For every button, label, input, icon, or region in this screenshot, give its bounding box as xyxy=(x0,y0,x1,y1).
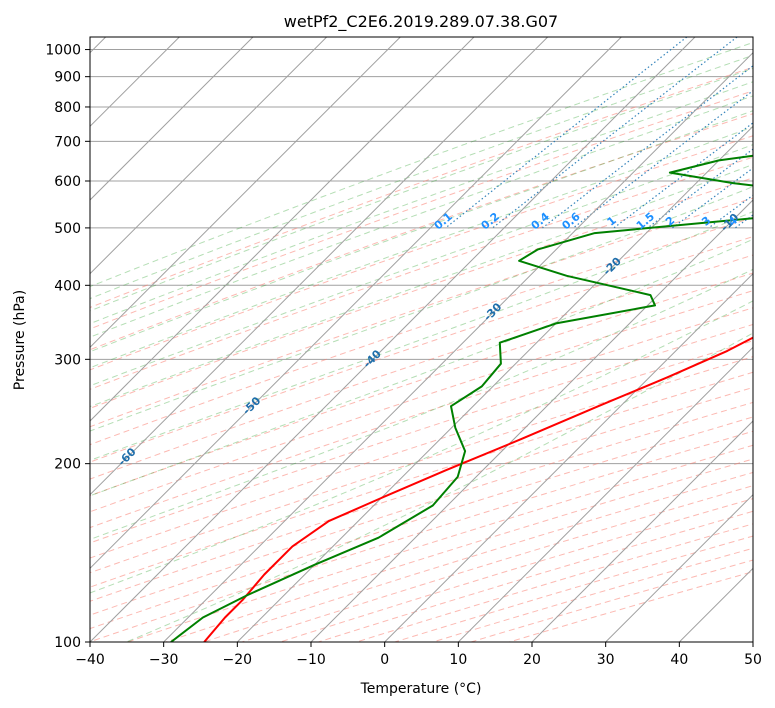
moist-adiabat xyxy=(90,238,753,497)
plot-frame xyxy=(89,36,754,643)
mixing-ratio-line xyxy=(672,167,753,229)
dry-adiabat xyxy=(90,430,753,642)
x-axis-title: Temperature (°C) xyxy=(360,681,482,697)
dry-adiabat xyxy=(90,290,753,513)
isotherm xyxy=(236,125,753,642)
x-tick-label: 30 xyxy=(597,652,615,668)
profiles xyxy=(170,154,753,642)
y-tick-label: 400 xyxy=(54,278,81,294)
isotherm xyxy=(90,37,549,496)
dry-adiabat xyxy=(90,66,753,309)
isotherm xyxy=(90,37,328,275)
dry-adiabat xyxy=(90,307,753,529)
isotherms xyxy=(90,37,753,642)
isotherm xyxy=(384,272,753,642)
y-tick-label: 800 xyxy=(54,100,81,116)
chart-title: wetPf2_C2E6.2019.289.07.38.G07 xyxy=(284,12,558,32)
dry-adiabat xyxy=(90,217,753,446)
x-tick-label: 40 xyxy=(670,652,688,668)
x-tick-label: 20 xyxy=(523,652,541,668)
dry-adiabat xyxy=(90,236,753,463)
plot-area: -100-90-80-70-60-50-40-30-20-100 0.10.20… xyxy=(90,37,753,642)
x-tick-label: −10 xyxy=(296,652,326,668)
x-tick-label: −40 xyxy=(75,652,105,668)
y-tick-label: 100 xyxy=(54,635,81,651)
x-tick-label: −30 xyxy=(149,652,179,668)
y-tick-label: 1000 xyxy=(45,43,81,59)
dry-adiabat xyxy=(90,356,753,574)
y-axis-title: Pressure (hPa) xyxy=(12,290,28,390)
isotherm xyxy=(531,420,753,642)
isotherm xyxy=(90,37,696,642)
pressure-gridlines xyxy=(90,49,753,642)
moist-adiabat xyxy=(90,144,753,387)
moist-adiabat xyxy=(90,41,753,288)
dry-adiabat xyxy=(241,485,753,642)
temperature-profile xyxy=(203,336,753,642)
mixing-ratio-line xyxy=(542,65,753,229)
dry-adiabat xyxy=(90,113,753,351)
mixing-ratio-line xyxy=(572,89,753,229)
isotherm xyxy=(90,37,622,570)
x-tick-label: −20 xyxy=(223,652,253,668)
isotherm xyxy=(310,199,753,642)
y-axis-ticks: 100 200 300 400 500 600 700 800 900 1000 xyxy=(45,43,90,651)
x-axis-ticks: −40 −30 −20 −10 0 10 20 30 40 50 xyxy=(75,642,762,668)
dry-adiabat xyxy=(280,498,753,642)
y-tick-label: 700 xyxy=(54,134,81,150)
y-tick-label: 200 xyxy=(54,457,81,473)
isotherm xyxy=(457,346,753,642)
dry-adiabat xyxy=(90,254,753,480)
dry-adiabat xyxy=(90,272,753,497)
y-tick-label: 300 xyxy=(54,352,81,368)
isotherm xyxy=(90,37,254,201)
dry-adiabat xyxy=(203,471,753,642)
moist-adiabat xyxy=(126,332,753,642)
moist-adiabat xyxy=(90,95,753,338)
dry-adiabats xyxy=(90,66,753,642)
y-tick-label: 500 xyxy=(54,221,81,237)
isotherm xyxy=(163,51,753,642)
dewpoint-profile xyxy=(170,154,753,642)
moist-adiabat xyxy=(90,67,753,312)
y-tick-label: 900 xyxy=(54,70,81,86)
dry-adiabat xyxy=(165,458,753,642)
dry-adiabat xyxy=(90,90,753,330)
dry-adiabat xyxy=(127,444,753,642)
isotherm xyxy=(605,493,753,642)
x-tick-label: 0 xyxy=(380,652,389,668)
moist-adiabats xyxy=(90,41,753,642)
x-tick-label: 10 xyxy=(449,652,467,668)
isotherm xyxy=(90,37,401,349)
x-tick-label: 50 xyxy=(744,652,762,668)
dry-adiabat xyxy=(90,323,753,544)
moist-adiabat xyxy=(90,81,753,325)
dry-adiabat xyxy=(90,340,753,559)
y-tick-label: 600 xyxy=(54,174,81,190)
moist-adiabat xyxy=(90,186,753,432)
moist-adiabat xyxy=(90,54,753,300)
isotherm xyxy=(90,37,475,422)
moist-adiabat xyxy=(90,163,753,408)
